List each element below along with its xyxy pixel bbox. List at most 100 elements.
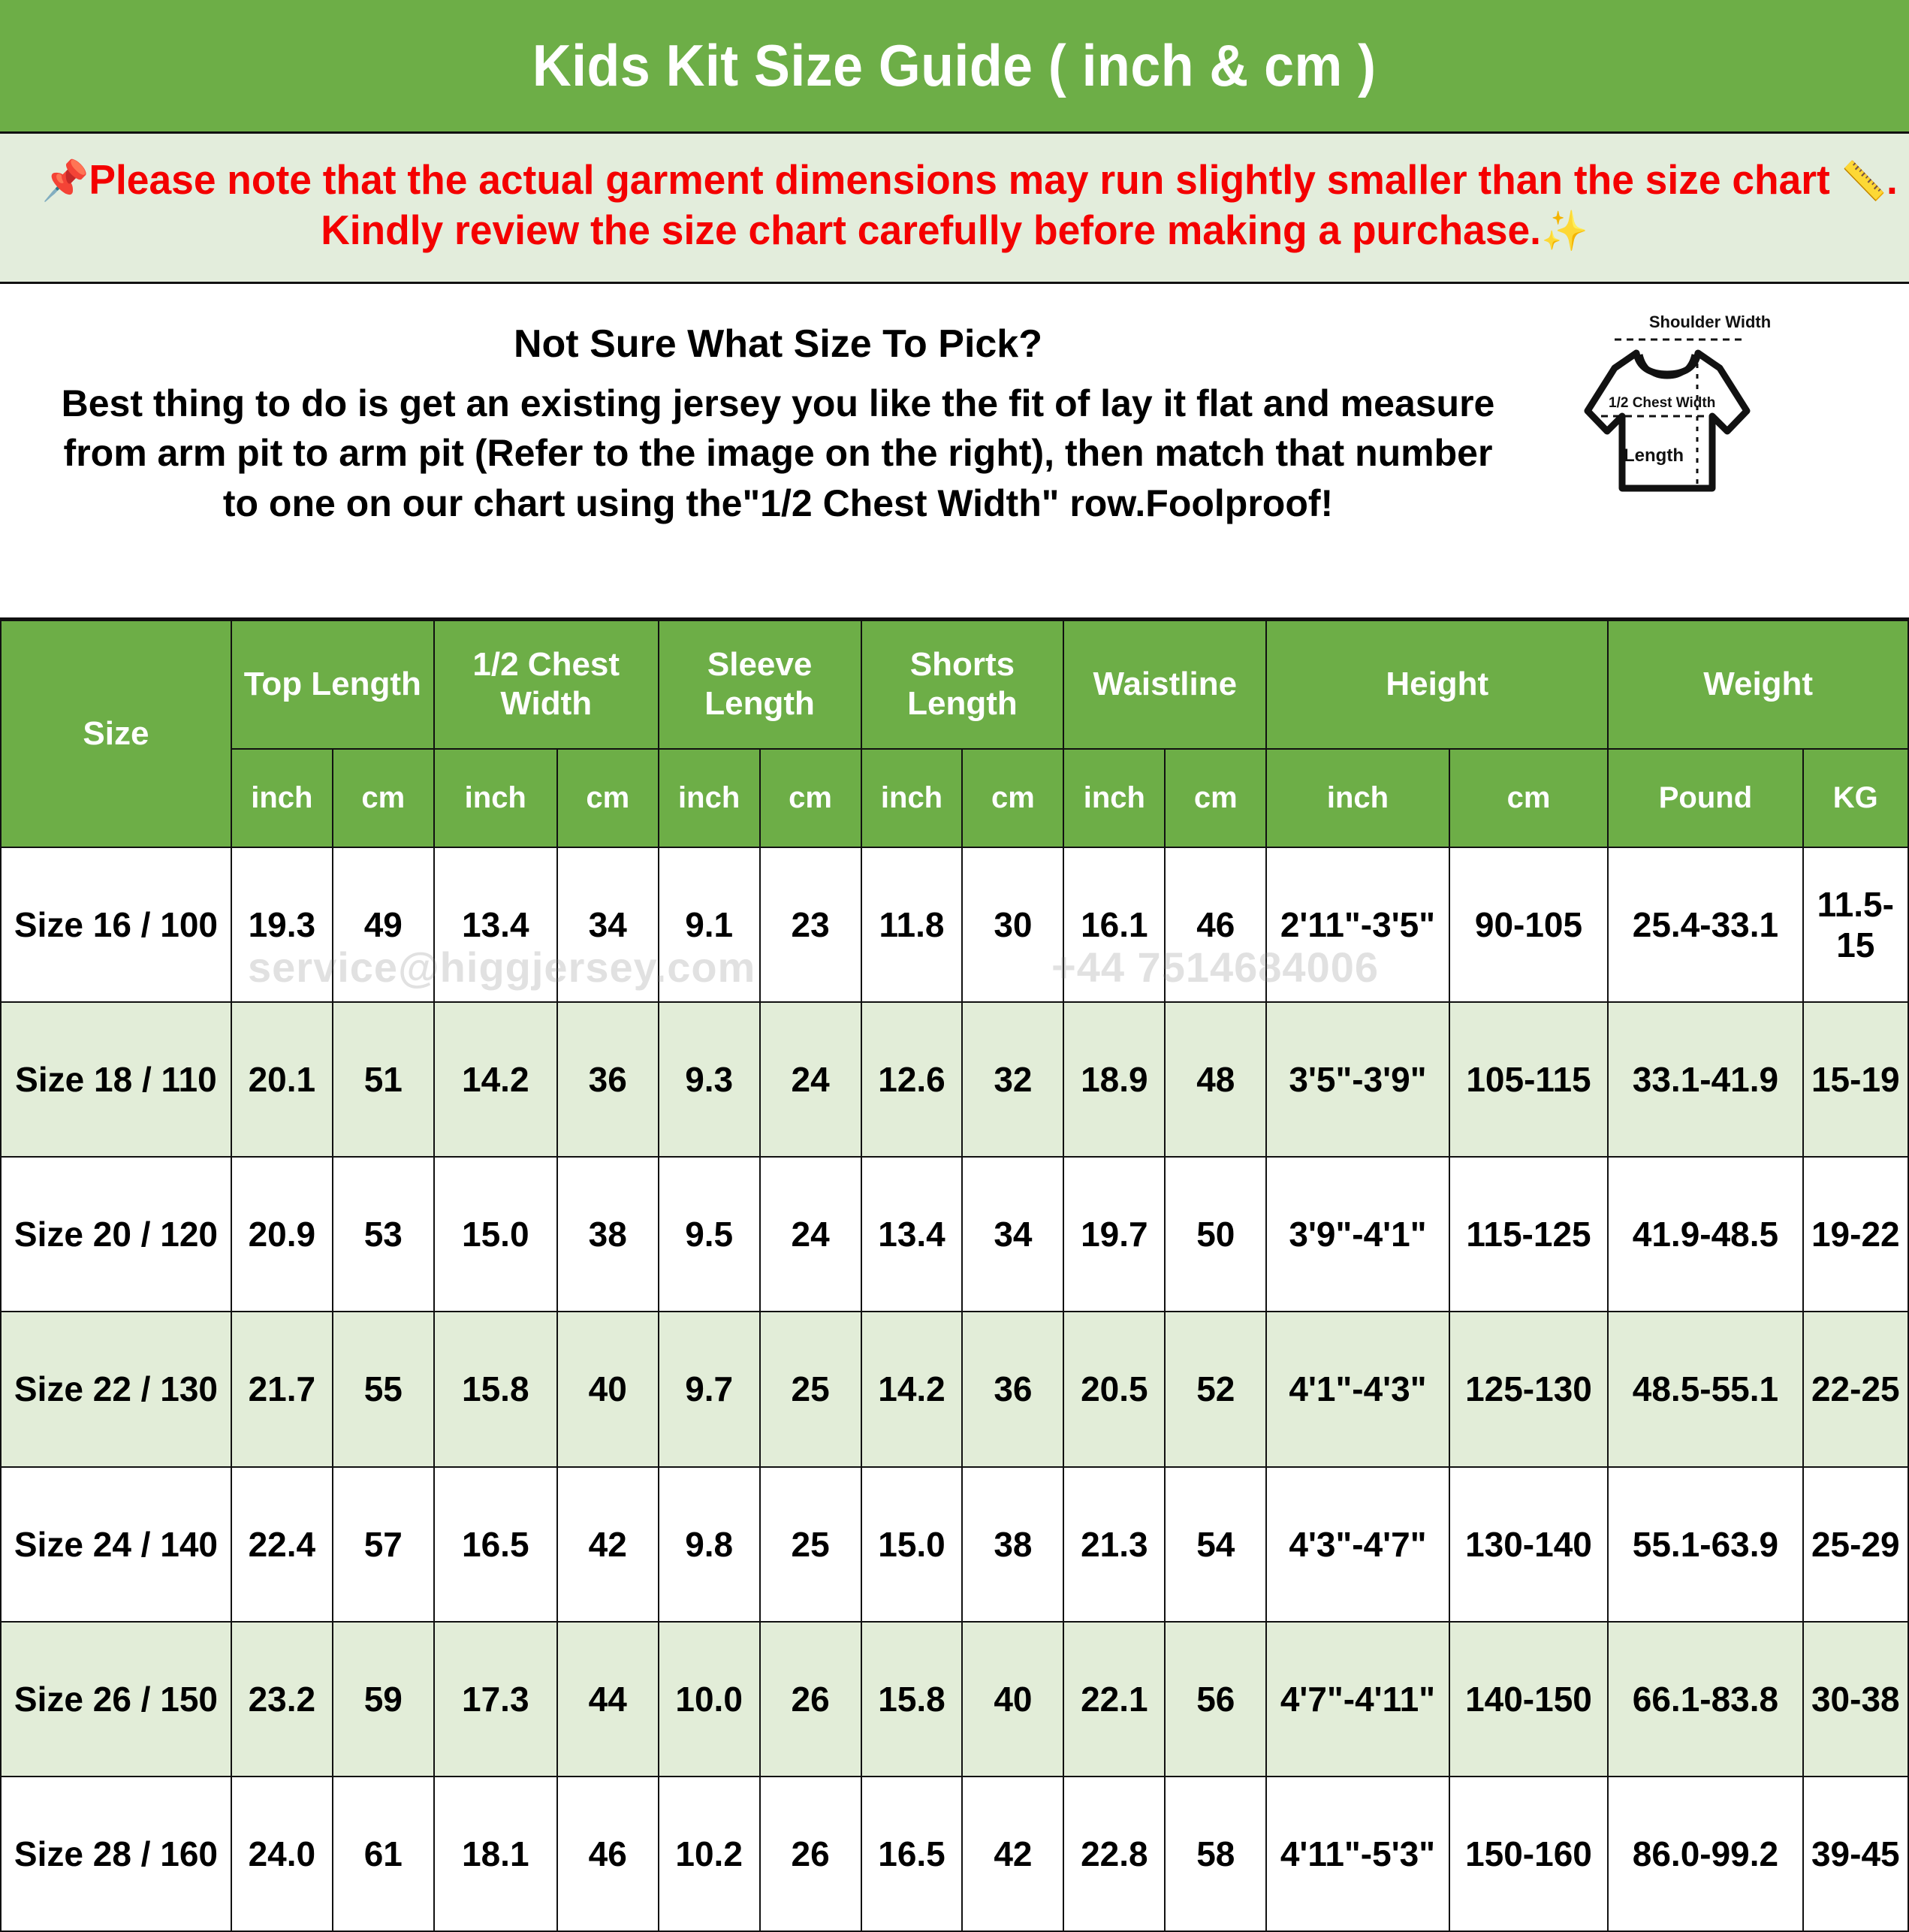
measurement-cell: 15.0 — [860, 1466, 964, 1623]
measurement-cell: 38 — [961, 1466, 1065, 1623]
unit-header-chest-cm: cm — [556, 747, 659, 848]
header-half-chest-width: 1/2 Chest Width — [433, 619, 659, 750]
measurement-cell: 15-19 — [1802, 1001, 1909, 1158]
table-row: Size 22 / 130 21.7 55 15.8 40 9.7 25 14.2 36 20.5… — [0, 1311, 1909, 1468]
size-label-cell: Size 22 / 130 — [0, 1311, 232, 1468]
measurement-cell: 16.1 — [1063, 846, 1166, 1004]
measurement-cell: 66.1-83.8 — [1607, 1620, 1804, 1777]
measurement-cell: 36 — [961, 1311, 1065, 1468]
measurement-cell: 49 — [331, 846, 435, 1004]
measurement-cell: 20.9 — [230, 1156, 333, 1313]
unit-header-shorts-inch: inch — [860, 747, 964, 848]
measurement-cell: 10.0 — [657, 1620, 761, 1777]
header-shorts-length: Shorts Length — [860, 619, 1065, 750]
measurement-cell: 20.1 — [230, 1001, 333, 1158]
measurement-cell: 22-25 — [1802, 1311, 1909, 1468]
unit-header-waist-inch: inch — [1063, 747, 1166, 848]
measurement-cell: 130-140 — [1448, 1466, 1609, 1623]
notice-line-1: 📌Please note that the actual garment dim… — [41, 155, 1898, 205]
measurement-cell: 16.5 — [433, 1466, 558, 1623]
measurement-cell: 30 — [961, 846, 1065, 1004]
unit-header-chest-inch: inch — [433, 747, 558, 848]
measurement-cell: 23.2 — [230, 1620, 333, 1777]
header-height: Height — [1265, 619, 1609, 750]
measurement-cell: 25.4-33.1 — [1607, 846, 1804, 1004]
measurement-cell: 19-22 — [1802, 1156, 1909, 1313]
instructions-heading: Not Sure What Size To Pick? — [513, 321, 1042, 366]
measurement-cell: 36 — [556, 1001, 659, 1158]
shoulder-width-label: Shoulder Width — [1649, 312, 1771, 331]
measurement-cell: 16.5 — [860, 1775, 964, 1932]
size-label-cell: Size 20 / 120 — [0, 1156, 232, 1313]
size-table-container: Size Top Length 1/2 Chest Width Sleeve L… — [0, 619, 1909, 1932]
size-label-cell: Size 28 / 160 — [0, 1775, 232, 1932]
measurement-cell: 19.7 — [1063, 1156, 1166, 1313]
unit-header-sleeve-cm: cm — [758, 747, 862, 848]
measurement-cell: 24 — [758, 1001, 862, 1158]
measurement-cell: 59 — [331, 1620, 435, 1777]
measurement-cell: 19.3 — [230, 846, 333, 1004]
measurement-cell: 25 — [758, 1466, 862, 1623]
measurement-cell: 9.8 — [657, 1466, 761, 1623]
unit-header-waist-cm: cm — [1164, 747, 1268, 848]
measurement-cell: 2'11"-3'5" — [1265, 846, 1450, 1004]
measurement-cell: 115-125 — [1448, 1156, 1609, 1313]
measurement-cell: 14.2 — [433, 1001, 558, 1158]
measurement-cell: 40 — [556, 1311, 659, 1468]
measurement-cell: 10.2 — [657, 1775, 761, 1932]
size-label-cell: Size 18 / 110 — [0, 1001, 232, 1158]
sparkles-icon: ✨ — [1541, 210, 1588, 254]
measurement-cell: 26 — [758, 1775, 862, 1932]
size-label-cell: Size 26 / 150 — [0, 1620, 232, 1777]
measurement-cell: 4'7"-4'11" — [1265, 1620, 1450, 1777]
measurement-cell: 46 — [556, 1775, 659, 1932]
measurement-cell: 25 — [758, 1311, 862, 1468]
table-row: Size 24 / 140 22.4 57 16.5 42 9.8 25 15.0 38 21.3… — [0, 1466, 1909, 1623]
page-title: Kids Kit Size Guide ( inch & cm ) — [532, 32, 1377, 98]
group-header-row: Size Top Length 1/2 Chest Width Sleeve L… — [0, 619, 1909, 848]
unit-header-sleeve-inch: inch — [657, 747, 761, 848]
size-table: Size Top Length 1/2 Chest Width Sleeve L… — [0, 619, 1909, 1932]
measurement-cell: 4'3"-4'7" — [1265, 1466, 1450, 1623]
measurement-cell: 34 — [961, 1156, 1065, 1313]
measurement-cell: 13.4 — [860, 1156, 964, 1313]
measurement-cell: 150-160 — [1448, 1775, 1609, 1932]
size-label-cell: Size 24 / 140 — [0, 1466, 232, 1623]
measurement-cell: 48 — [1164, 1001, 1268, 1158]
unit-header-height-inch: inch — [1265, 747, 1450, 848]
ruler-icon: 📏 — [1841, 160, 1887, 202]
notice-line-2: Kindly review the size chart carefully b… — [42, 205, 1868, 255]
measurement-cell: 38 — [556, 1156, 659, 1313]
measurement-cell: 14.2 — [860, 1311, 964, 1468]
measurement-cell: 22.1 — [1063, 1620, 1166, 1777]
measurement-cell: 23 — [758, 846, 862, 1004]
measurement-cell: 4'11"-5'3" — [1265, 1775, 1450, 1932]
measurement-cell: 56 — [1164, 1620, 1268, 1777]
measurement-cell: 32 — [961, 1001, 1065, 1158]
size-table-body: Size 16 / 100 19.3 49 13.4 34 9.1 23 11.8 30 16.1… — [0, 846, 1909, 1932]
notice-text-1-end: . — [1886, 156, 1898, 203]
measurement-cell: 53 — [331, 1156, 435, 1313]
measurement-cell: 58 — [1164, 1775, 1268, 1932]
header-waistline: Waistline — [1063, 619, 1268, 750]
measurement-cell: 17.3 — [433, 1620, 558, 1777]
unit-header-top-length-cm: cm — [331, 747, 435, 848]
measurement-cell: 54 — [1164, 1466, 1268, 1623]
measurement-cell: 11.5-15 — [1802, 846, 1909, 1004]
table-row: Size 26 / 150 23.2 59 17.3 44 10.0 26 15.8 40 22.… — [0, 1620, 1909, 1777]
measurement-cell: 22.4 — [230, 1466, 333, 1623]
notice-text-1: Please note that the actual garment dime… — [89, 156, 1830, 203]
measurement-cell: 140-150 — [1448, 1620, 1609, 1777]
pushpin-icon: 📌 — [41, 159, 89, 203]
chest-width-label: 1/2 Chest Width — [1609, 395, 1715, 411]
header-weight: Weight — [1607, 619, 1909, 750]
measurement-cell: 48.5-55.1 — [1607, 1311, 1804, 1468]
measurement-cell: 24 — [758, 1156, 862, 1313]
measurement-cell: 9.1 — [657, 846, 761, 1004]
measurement-cell: 41.9-48.5 — [1607, 1156, 1804, 1313]
measurement-cell: 34 — [556, 846, 659, 1004]
header-size: Size — [0, 619, 232, 848]
unit-header-shorts-cm: cm — [961, 747, 1065, 848]
unit-header-row: inch cm inch cm inch cm inch cm inch cm … — [1, 747, 1909, 848]
